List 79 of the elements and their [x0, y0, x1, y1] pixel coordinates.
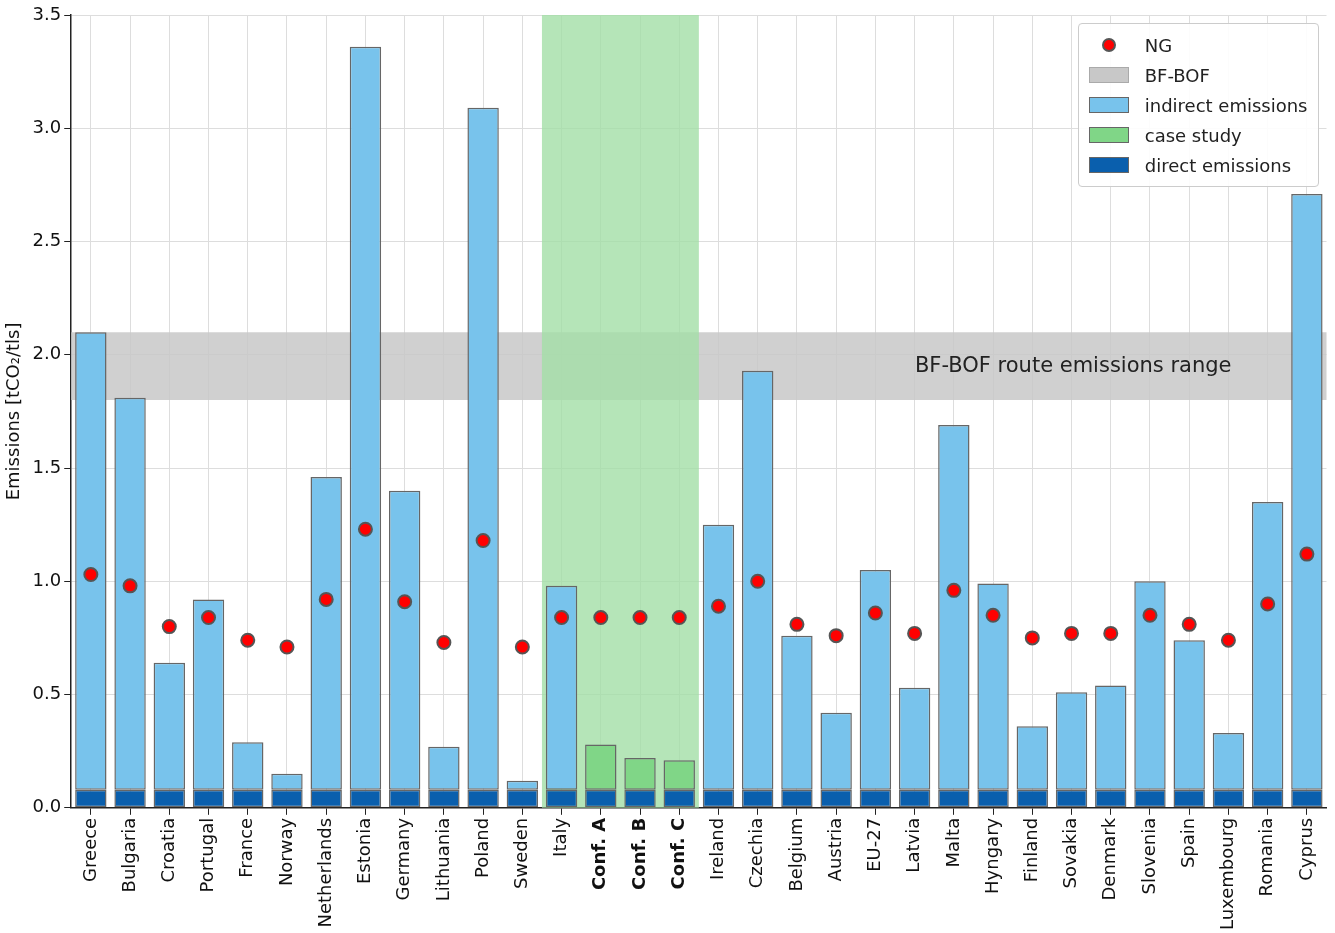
point [710, 598, 726, 614]
x-tick-label: Germany [392, 817, 414, 901]
x-tick-label: Italy [549, 817, 571, 857]
x-tick-label: Netherlands [313, 817, 335, 928]
y-axis-title: Emissions [tCO₂/tls] [2, 322, 24, 501]
x-tick-label: Conf. C [666, 817, 688, 890]
y-tick-label: 2.5 [32, 229, 62, 251]
legend-label: case study [1144, 124, 1242, 146]
point [1103, 625, 1119, 641]
x-tick-label: Malta [941, 817, 963, 868]
point [1299, 546, 1315, 562]
x-tick-label: Poland [470, 817, 492, 878]
point [318, 591, 334, 607]
point [671, 610, 687, 626]
x-tick-label: Latvia [902, 817, 924, 873]
legend-label: direct emissions [1144, 154, 1292, 176]
point [436, 634, 452, 650]
x-tick-label: Lithuania [431, 817, 453, 902]
x-tick-label: Spain [1176, 817, 1198, 869]
point [828, 628, 844, 644]
point [201, 610, 217, 626]
x-tick-label: Ireland [706, 817, 728, 881]
point [475, 533, 491, 549]
x-tick-label: France [235, 817, 257, 878]
legend-label: indirect emissions [1144, 94, 1308, 116]
point [240, 632, 256, 648]
point [1142, 607, 1158, 623]
x-tick-label: Sovakia [1059, 817, 1081, 889]
point [397, 594, 413, 610]
point [122, 578, 138, 594]
legend-label: BF-BOF [1144, 64, 1210, 86]
point [907, 625, 923, 641]
point [593, 610, 609, 626]
point [357, 521, 373, 537]
x-tick-label: Finland [1019, 817, 1041, 883]
x-tick-label: Conf. A [588, 817, 610, 891]
point [946, 582, 962, 598]
legend-label: NG [1144, 34, 1173, 56]
point [1220, 632, 1236, 648]
x-tick-label: Greece [78, 817, 100, 882]
x-tick-label: Cyprus [1294, 817, 1316, 881]
x-tick-label: Sweden [510, 817, 532, 889]
x-tick-label: Romania [1255, 817, 1277, 897]
annotation: BF-BOF route emissions range [914, 352, 1232, 377]
point [985, 607, 1001, 623]
point [554, 610, 570, 626]
x-tick-label: Belgium [784, 817, 806, 892]
y-tick-label: 3.5 [32, 2, 62, 24]
y-tick-label: 3.0 [32, 115, 62, 137]
x-tick-label: Slovenia [1137, 817, 1159, 895]
y-tick-label: 1.5 [32, 455, 62, 477]
x-tick-label: EU-27 [863, 817, 885, 872]
point [750, 573, 766, 589]
x-tick-label: Bulgaria [117, 817, 139, 893]
x-tick-label: Norway [274, 817, 296, 887]
point [514, 639, 530, 655]
point [1064, 625, 1080, 641]
x-tick-label: Hyngary [980, 817, 1002, 894]
point [1024, 630, 1040, 646]
x-tick-label: Estonia [353, 817, 375, 885]
point [1181, 616, 1197, 632]
y-tick-label: 2.0 [32, 342, 62, 364]
x-tick-label: Czechia [745, 817, 767, 889]
x-tick-label: Conf. B [627, 817, 649, 890]
point [83, 567, 99, 582]
x-tick-label: Luxembourg [1216, 817, 1238, 930]
y-tick-label: 0.0 [32, 795, 62, 817]
point [789, 616, 805, 632]
y-tick-label: 1.0 [32, 568, 62, 590]
x-tick-label: Portugal [196, 817, 218, 893]
x-tick-label: Austria [823, 817, 845, 882]
x-tick-label: Croatia [156, 817, 178, 883]
point [632, 610, 648, 626]
x-tick-label: Denmark [1098, 817, 1120, 901]
point [867, 605, 883, 621]
point [279, 639, 295, 655]
y-tick-label: 0.5 [32, 682, 62, 704]
point [1260, 596, 1276, 612]
point [161, 619, 177, 635]
